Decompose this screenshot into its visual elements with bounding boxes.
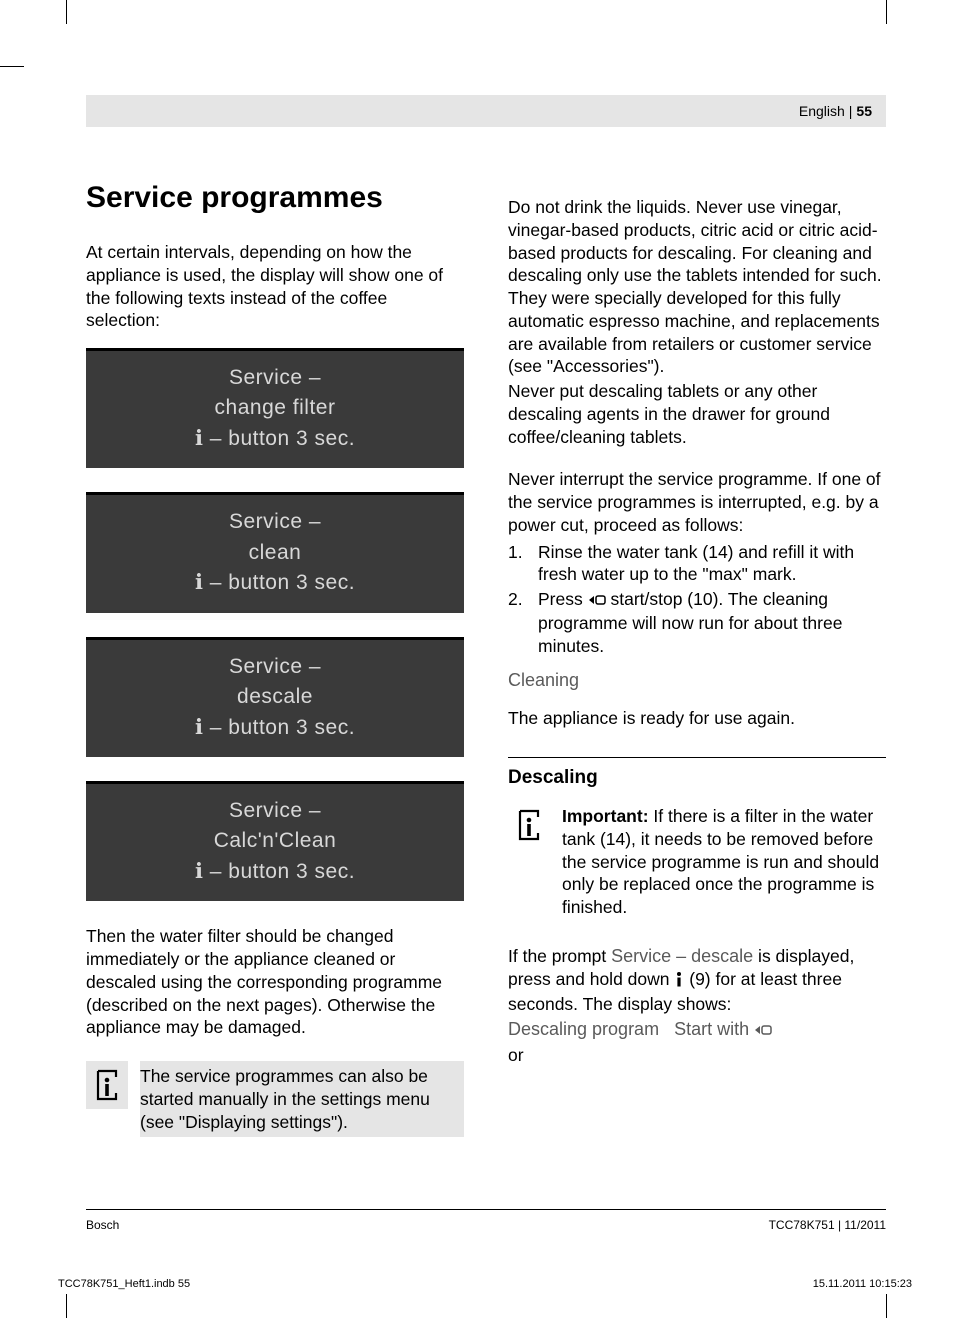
display-line: Service –: [96, 796, 454, 826]
header-page-number: 55: [856, 103, 872, 119]
descaling-heading: Descaling: [508, 766, 886, 791]
startstop-icon: [754, 1019, 772, 1042]
display-clean: Service – clean ℹ – button 3 sec.: [86, 492, 464, 612]
display-descale: Service – descale ℹ – button 3 sec.: [86, 637, 464, 757]
crop-mark: [66, 0, 67, 24]
step-1-text: Rinse the water tank (14) and refill it …: [538, 541, 886, 587]
display-line: Service –: [96, 363, 454, 393]
content-area: Service programmes At certain intervals,…: [86, 178, 886, 1178]
display-line: ℹ – button 3 sec.: [96, 424, 454, 454]
step-2: 2.Press start/stop (10). The cleaning pr…: [508, 588, 886, 657]
startstop-icon: [588, 589, 606, 612]
print-footer: TCC78K751_Heft1.indb 55 15.11.2011 10:15…: [58, 1278, 912, 1290]
display-change-filter: Service – change filter ℹ – button 3 sec…: [86, 348, 464, 468]
footer-model: TCC78K751 | 11/2011: [769, 1218, 886, 1232]
descaling-program-display: Descaling program Start with: [508, 1018, 886, 1042]
page-header: English | 55: [86, 95, 886, 127]
display-line: Service –: [96, 507, 454, 537]
section-divider: [508, 757, 886, 758]
print-timestamp: 15.11.2011 10:15:23: [813, 1278, 912, 1290]
prompt-pre: If the prompt: [508, 946, 611, 966]
intro-paragraph: At certain intervals, depending on how t…: [86, 241, 464, 332]
or-text: or: [508, 1044, 886, 1067]
print-file: TCC78K751_Heft1.indb 55: [58, 1278, 190, 1290]
info-icon: [508, 801, 550, 849]
descale-prompt-paragraph: If the prompt Service – descale is displ…: [508, 945, 886, 1016]
footer-brand: Bosch: [86, 1218, 119, 1232]
after-displays-paragraph: Then the water filter should be changed …: [86, 925, 464, 1039]
display-line: ℹ – button 3 sec.: [96, 857, 454, 887]
prompt-display: Service – descale: [611, 946, 753, 966]
important-note-box: Important: If there is a filter in the w…: [508, 801, 886, 923]
footer-divider: [86, 1209, 886, 1210]
header-separator: |: [849, 103, 853, 119]
recovery-steps: 1.Rinse the water tank (14) and refill i…: [508, 541, 886, 658]
crop-mark: [0, 66, 24, 67]
important-note-text: Important: If there is a filter in the w…: [562, 801, 886, 923]
display-line: ℹ – button 3 sec.: [96, 568, 454, 598]
display-line: Service –: [96, 652, 454, 682]
info-icon: [86, 1061, 128, 1109]
info-note-text: The service programmes can also be start…: [140, 1061, 464, 1137]
display-line: ℹ – button 3 sec.: [96, 713, 454, 743]
header-language: English: [799, 103, 845, 119]
step-1: 1.Rinse the water tank (14) and refill i…: [508, 541, 886, 587]
crop-mark: [886, 1294, 887, 1318]
display-line: clean: [96, 538, 454, 568]
page-title: Service programmes: [86, 178, 464, 217]
warning-paragraph-1b: Never put descaling tablets or any other…: [508, 380, 886, 448]
important-lead: Important:: [562, 806, 649, 826]
info-button-icon: [674, 970, 684, 993]
step-2-text: Press start/stop (10). The cleaning prog…: [538, 588, 886, 657]
left-column: Service programmes At certain intervals,…: [86, 178, 464, 1178]
display-calcnclean: Service – Calc'n'Clean ℹ – button 3 sec.: [86, 781, 464, 901]
display-line: Calc'n'Clean: [96, 826, 454, 856]
warning-paragraph-1: Do not drink the liquids. Never use vine…: [508, 196, 886, 378]
cleaning-display-label: Cleaning: [508, 669, 886, 692]
crop-mark: [886, 0, 887, 24]
info-note-box: The service programmes can also be start…: [86, 1061, 464, 1137]
ready-paragraph: The appliance is ready for use again.: [508, 707, 886, 730]
right-column: Do not drink the liquids. Never use vine…: [508, 178, 886, 1178]
page-footer: Bosch TCC78K751 | 11/2011: [86, 1218, 886, 1232]
crop-mark: [66, 1294, 67, 1318]
display-line: descale: [96, 682, 454, 712]
display-line: change filter: [96, 393, 454, 423]
warning-paragraph-2: Never interrupt the service programme. I…: [508, 468, 886, 536]
